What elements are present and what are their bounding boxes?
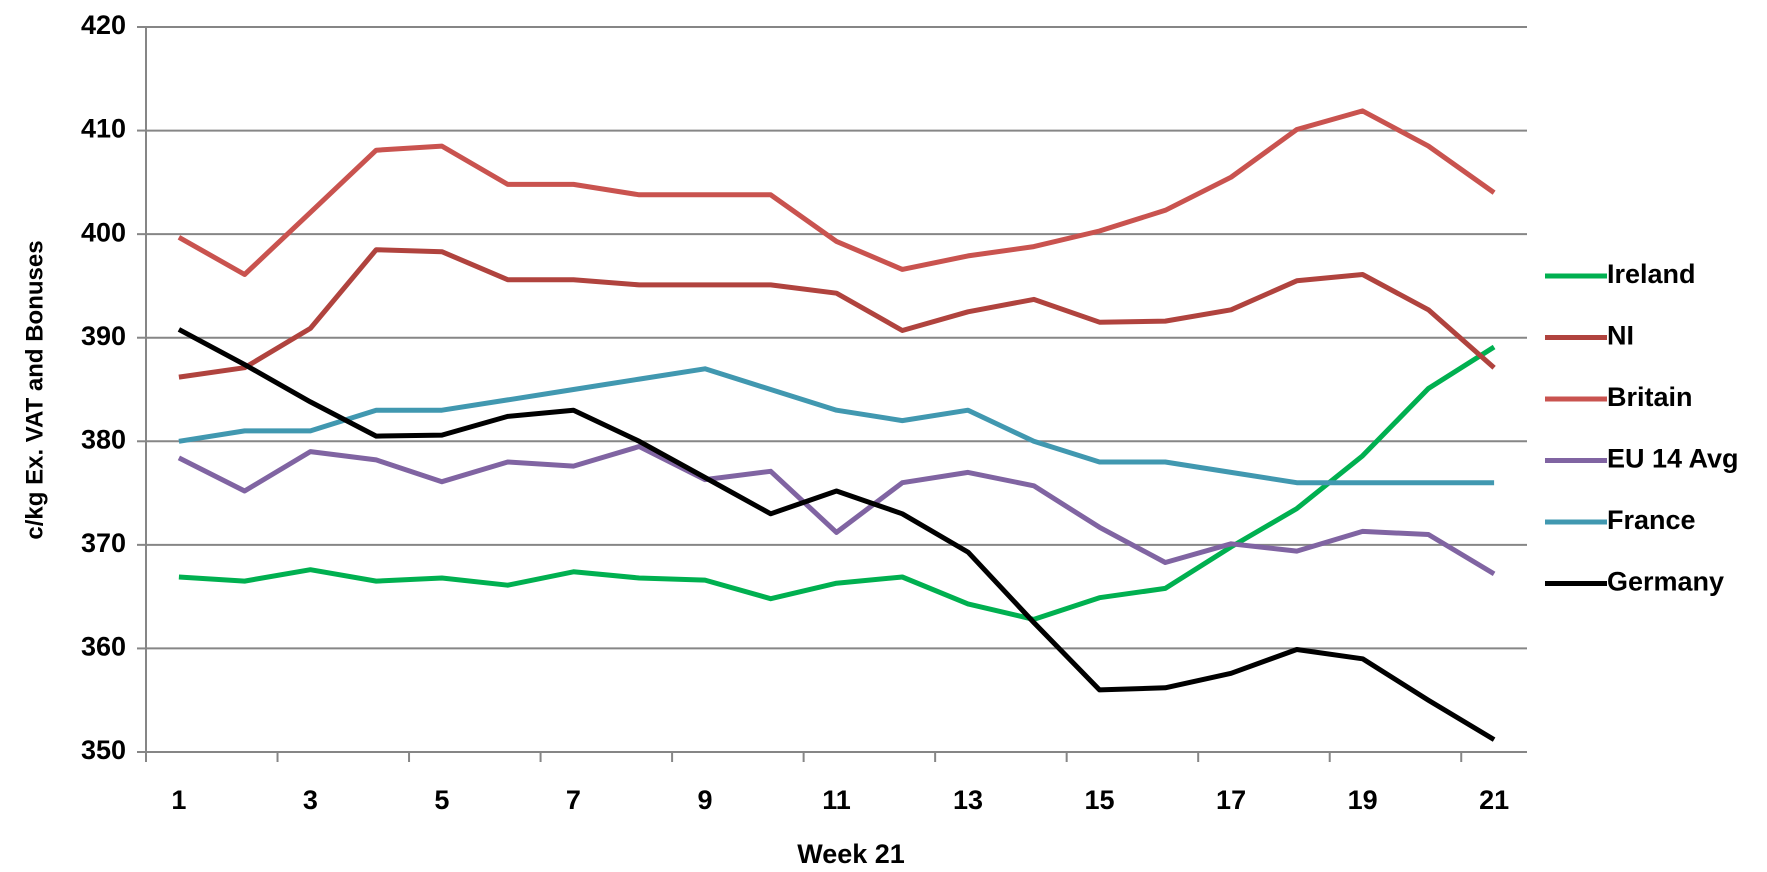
legend-label: Germany [1607, 567, 1724, 597]
x-tick-label: 21 [1479, 785, 1509, 815]
y-tick-label: 400 [81, 217, 126, 247]
legend-label: EU 14 Avg [1607, 444, 1739, 474]
y-axis-title: c/kg Ex. VAT and Bonuses [21, 240, 48, 539]
y-tick-label: 370 [81, 528, 126, 558]
x-tick-label: 15 [1085, 785, 1115, 815]
y-tick-label: 380 [81, 424, 126, 454]
x-tick-label: 11 [822, 785, 851, 815]
series-line [178, 344, 1496, 622]
x-tick-label: 5 [434, 785, 449, 815]
x-tick-label: 13 [953, 785, 983, 815]
x-tick-label: 7 [566, 785, 581, 815]
legend-label: Ireland [1607, 259, 1696, 289]
series-line [178, 247, 1496, 380]
series-line [177, 327, 1496, 742]
legend-label: France [1607, 505, 1696, 535]
series-line [178, 366, 1495, 486]
y-tick-label: 420 [81, 10, 126, 40]
legend-label: Britain [1607, 382, 1693, 412]
y-tick-label: 390 [81, 321, 126, 351]
legend-label: NI [1607, 321, 1634, 351]
x-axis-title: Week 21 [797, 839, 905, 869]
series-line [177, 444, 1496, 577]
x-tick-label: 1 [171, 785, 186, 815]
x-tick-label: 3 [303, 785, 318, 815]
y-tick-label: 360 [81, 632, 126, 662]
x-tick-label: 9 [697, 785, 712, 815]
y-tick-label: 350 [81, 735, 126, 765]
x-tick-label: 17 [1216, 785, 1246, 815]
x-tick-label: 19 [1348, 785, 1378, 815]
series-line [177, 108, 1496, 277]
y-tick-label: 410 [81, 114, 126, 144]
